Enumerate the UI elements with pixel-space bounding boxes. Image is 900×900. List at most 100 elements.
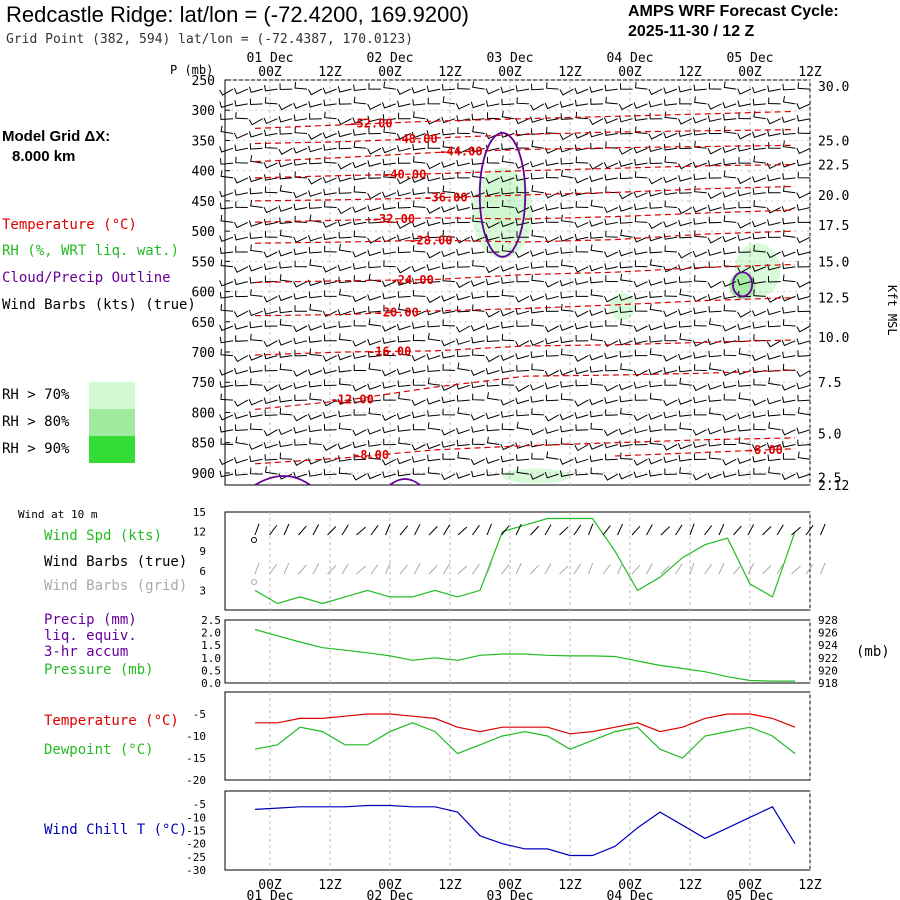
top-date-1: 02 Dec bbox=[367, 51, 414, 66]
wind-barb bbox=[383, 81, 396, 90]
wind-barb bbox=[678, 85, 692, 93]
wind-barb bbox=[264, 466, 278, 475]
wind-barb bbox=[620, 452, 633, 460]
wind-barb bbox=[501, 232, 515, 240]
wind-barb bbox=[455, 103, 471, 110]
wind-barb bbox=[427, 377, 441, 386]
wind-barb bbox=[486, 246, 500, 253]
wind-barb bbox=[679, 422, 692, 431]
temp-contour-label-4: -36.00 bbox=[424, 190, 467, 204]
wind-barb bbox=[308, 202, 322, 209]
wind-barb bbox=[307, 177, 323, 185]
wind-barb bbox=[294, 394, 308, 402]
pressure-tick-250: 250 bbox=[192, 74, 215, 89]
temp-contour-label-1: -48.00 bbox=[394, 132, 437, 146]
bottom-time-tick-7: 12Z bbox=[678, 878, 702, 893]
wind-barb bbox=[456, 427, 470, 435]
wind-barb bbox=[338, 410, 352, 418]
wind-barb bbox=[279, 306, 293, 314]
wind-barb bbox=[737, 310, 752, 318]
wind-barb bbox=[398, 157, 411, 164]
temp-panel-frame bbox=[224, 691, 811, 781]
sfc-wind-barb bbox=[428, 526, 438, 536]
wind-barb bbox=[723, 259, 737, 268]
height-tick-2: 22.5 bbox=[818, 159, 849, 174]
rh-region-2 bbox=[609, 293, 636, 321]
rh-region-1 bbox=[472, 167, 533, 259]
wind-barb bbox=[618, 249, 633, 257]
wind-barb bbox=[634, 349, 648, 357]
top-time-tick-5: 12Z bbox=[558, 65, 582, 80]
wind-barb bbox=[752, 411, 766, 418]
wind-barb bbox=[353, 84, 367, 92]
wind-barb bbox=[603, 340, 619, 347]
bottom-time-tick-5: 12Z bbox=[558, 878, 582, 893]
wind-barb bbox=[692, 250, 707, 258]
wind-barb bbox=[441, 307, 456, 314]
sfc-grid-barb bbox=[443, 563, 451, 575]
wind-barb bbox=[796, 472, 811, 479]
wind-barb bbox=[590, 467, 604, 475]
height-tick-7: 10.0 bbox=[818, 331, 849, 346]
wind-barb bbox=[233, 399, 249, 407]
wind-barb bbox=[441, 116, 456, 124]
wind-barb bbox=[397, 246, 411, 254]
wind-barb bbox=[426, 219, 441, 227]
wind-barb bbox=[796, 192, 811, 199]
height-tick-9: 5.0 bbox=[818, 428, 841, 443]
sfc-wind-barb bbox=[733, 525, 742, 536]
wind-barb bbox=[752, 176, 766, 183]
wind-barb bbox=[663, 399, 678, 407]
temp-contour-label-12: -8.00 bbox=[747, 443, 783, 457]
wind-barb bbox=[546, 451, 559, 460]
wind-barb bbox=[634, 203, 648, 211]
wind-barb bbox=[455, 281, 471, 289]
wind-barb bbox=[796, 147, 811, 155]
wind-barb bbox=[309, 259, 322, 268]
bottom-time-tick-9: 12Z bbox=[798, 878, 822, 893]
wind-barb bbox=[472, 259, 485, 268]
wind-barb bbox=[516, 320, 530, 327]
sfc-grid-barb bbox=[385, 562, 391, 575]
wind-barb bbox=[322, 456, 337, 464]
wind-barb bbox=[427, 276, 441, 283]
wind-barb bbox=[457, 407, 470, 416]
wind-barb bbox=[486, 112, 500, 120]
wind-barb bbox=[620, 363, 633, 371]
sfc-grid-barb bbox=[486, 562, 492, 575]
wind-barb bbox=[500, 220, 515, 228]
wind-barb bbox=[751, 265, 766, 272]
wind-barb bbox=[723, 126, 737, 134]
wind-barb bbox=[708, 395, 722, 402]
wind-barb bbox=[442, 274, 456, 283]
wind-barb bbox=[456, 293, 470, 301]
sfc-wind-barb bbox=[544, 524, 552, 536]
wind-barb bbox=[471, 426, 485, 433]
wind-barb bbox=[383, 349, 396, 357]
wind-barb bbox=[219, 247, 234, 254]
wind-barb bbox=[664, 156, 678, 164]
wind-barb bbox=[782, 351, 796, 359]
wind-barb bbox=[486, 380, 500, 387]
wind-barb bbox=[753, 155, 766, 164]
pressure-tick-350: 350 bbox=[192, 134, 215, 149]
wind-barb bbox=[605, 453, 618, 461]
sfc-grid-barb bbox=[298, 564, 307, 575]
dewpoint-line bbox=[254, 722, 796, 759]
wind-barb bbox=[233, 266, 249, 273]
wind-barb bbox=[559, 235, 574, 242]
wind-barb bbox=[308, 291, 322, 299]
pressure-tick-4: 926 bbox=[818, 627, 838, 640]
wind-barb bbox=[575, 424, 589, 431]
wind-barb bbox=[738, 201, 752, 209]
wind-barb bbox=[707, 249, 722, 256]
wind-barb bbox=[368, 172, 382, 179]
wind-barb bbox=[427, 142, 441, 149]
wind-barb bbox=[250, 423, 263, 431]
temp-contour-label-11: -8.00 bbox=[353, 448, 389, 462]
wind-barb bbox=[307, 133, 323, 140]
wind-barb bbox=[782, 319, 796, 327]
wind-barb bbox=[264, 275, 278, 283]
wind-barb bbox=[367, 383, 382, 391]
